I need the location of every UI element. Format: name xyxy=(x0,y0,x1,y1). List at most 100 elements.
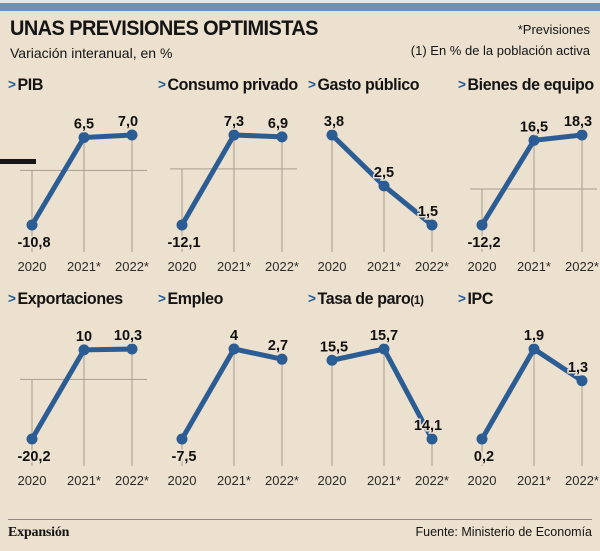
data-point xyxy=(176,433,188,445)
data-point xyxy=(126,129,138,141)
year-label: 2022* xyxy=(415,259,449,274)
year-label: 2020 xyxy=(168,259,197,274)
value-label: -20,2 xyxy=(17,449,50,465)
chart-title-text: Tasa de paro xyxy=(317,290,411,308)
data-point xyxy=(426,219,438,231)
chart-canvas: -7,5 4 2,7 2020 2021* 2022* xyxy=(158,311,300,498)
data-point xyxy=(78,344,90,356)
data-point xyxy=(378,180,390,192)
chart-empleo: > Empleo -7,5 4 2,7 2020 2021* 2022* xyxy=(150,288,300,502)
page-top-edge xyxy=(0,0,600,3)
line-chart-svg: -12,1 7,3 6,9 2020 2021* 2022* xyxy=(166,113,299,275)
data-point xyxy=(528,134,540,146)
value-label: 0,2 xyxy=(474,449,494,465)
page-title: UNAS PREVISIONES OPTIMISTAS xyxy=(10,17,319,40)
source-credit: Fuente: Ministerio de Economía xyxy=(415,525,592,539)
year-label: 2020 xyxy=(468,259,497,274)
value-label: 10,3 xyxy=(114,328,142,344)
data-point xyxy=(576,129,588,141)
bullet-arrow-icon: > xyxy=(308,76,316,92)
year-label: 2021* xyxy=(517,259,551,274)
data-point xyxy=(228,129,240,141)
line-chart-svg: -7,5 4 2,7 2020 2021* 2022* xyxy=(168,327,299,489)
year-label: 2022* xyxy=(115,473,149,488)
chart-canvas: -10,8 6,5 7,0 2020 2021* 2022* xyxy=(8,97,150,284)
chart-title: > Tasa de paro(1) xyxy=(308,290,446,309)
chart-title-suffix: (1) xyxy=(410,293,424,307)
chart-title: > Empleo xyxy=(158,290,296,309)
value-label: -10,8 xyxy=(17,235,50,251)
year-label: 2022* xyxy=(565,473,599,488)
value-label: 16,5 xyxy=(520,119,548,135)
chart-title: > Consumo privado xyxy=(158,76,298,95)
year-label: 2022* xyxy=(415,473,449,488)
chart-gasto-publico: > Gasto público 3,8 2,5 1,5 2020 2021* 2022* xyxy=(300,74,450,288)
chart-canvas: -20,2 10 10,3 2020 2021* 2022* xyxy=(8,311,150,498)
top-accent-bar xyxy=(0,3,600,11)
data-point xyxy=(326,354,338,366)
chart-title: > Gasto público xyxy=(308,76,446,95)
year-label: 2020 xyxy=(318,259,347,274)
year-label: 2021* xyxy=(67,473,101,488)
year-label: 2020 xyxy=(168,473,197,488)
data-point xyxy=(26,219,38,231)
chart-title-text: Empleo xyxy=(167,290,223,308)
data-point xyxy=(26,433,38,445)
chart-title: > IPC xyxy=(458,290,596,309)
bullet-arrow-icon: > xyxy=(8,290,16,306)
chart-consumo-privado: > Consumo privado -12,1 7,3 6,9 2020 2021* 202… xyxy=(150,74,300,288)
data-point xyxy=(78,132,90,144)
data-point xyxy=(176,219,188,231)
bullet-arrow-icon: > xyxy=(158,290,166,306)
chart-canvas: 15,5 15,7 14,1 2020 2021* 2022* xyxy=(308,311,450,498)
chart-canvas: 0,2 1,9 1,3 2020 2021* 2022* xyxy=(458,311,600,498)
value-label: 14,1 xyxy=(414,418,442,434)
charts-grid: > PIB -10,8 6,5 7,0 2020 2021* 2022* > Consumo … xyxy=(0,74,600,502)
year-label: 2021* xyxy=(217,259,251,274)
value-label: 15,7 xyxy=(370,328,398,344)
data-point xyxy=(276,353,288,365)
year-label: 2021* xyxy=(367,259,401,274)
line-chart-svg: -12,2 16,5 18,3 2020 2021* 2022* xyxy=(466,113,599,275)
line-chart-svg: 0,2 1,9 1,3 2020 2021* 2022* xyxy=(468,327,599,489)
line-chart-svg: 15,5 15,7 14,1 2020 2021* 2022* xyxy=(318,327,449,489)
publication-logo: Expansión xyxy=(8,525,70,540)
chart-bienes-de-equipo: > Bienes de equipo -12,2 16,5 18,3 2020 2021*… xyxy=(450,74,600,288)
year-label: 2020 xyxy=(18,473,47,488)
value-label: 6,5 xyxy=(74,117,94,133)
line-chart-svg: -20,2 10 10,3 2020 2021* 2022* xyxy=(16,327,149,489)
chart-title: > PIB xyxy=(8,76,146,95)
value-label: -12,1 xyxy=(167,235,200,251)
data-point xyxy=(126,343,138,355)
year-label: 2021* xyxy=(367,473,401,488)
value-label: 10 xyxy=(76,329,92,345)
year-label: 2021* xyxy=(67,259,101,274)
chart-pib: > PIB -10,8 6,5 7,0 2020 2021* 2022* xyxy=(0,74,150,288)
header: UNAS PREVISIONES OPTIMISTAS Variación in… xyxy=(0,11,600,61)
year-label: 2022* xyxy=(265,473,299,488)
data-point xyxy=(528,343,540,355)
value-label: 1,9 xyxy=(524,328,544,344)
year-label: 2021* xyxy=(217,473,251,488)
trend-line xyxy=(479,132,585,228)
print-rule-mark xyxy=(0,159,36,164)
value-label: 7,3 xyxy=(224,114,244,130)
chart-exportaciones: > Exportaciones -20,2 10 10,3 2020 2021* 2022* xyxy=(0,288,150,502)
value-label: 2,7 xyxy=(268,338,288,354)
line-chart-svg: -10,8 6,5 7,0 2020 2021* 2022* xyxy=(16,113,149,275)
value-label: 6,9 xyxy=(268,116,288,132)
value-label: 15,5 xyxy=(320,339,348,355)
chart-title-text: PIB xyxy=(17,76,44,94)
bullet-arrow-icon: > xyxy=(8,76,16,92)
chart-canvas: -12,2 16,5 18,3 2020 2021* 2022* xyxy=(458,97,600,284)
chart-title-text: Consumo privado xyxy=(167,76,298,94)
footnote-previsiones: *Previsiones xyxy=(517,22,590,37)
footnotes: *Previsiones (1) En % de la población ac… xyxy=(411,19,590,61)
value-label: 1,3 xyxy=(568,360,588,376)
bullet-arrow-icon: > xyxy=(458,290,466,306)
chart-canvas: 3,8 2,5 1,5 2020 2021* 2022* xyxy=(308,97,450,284)
trend-line xyxy=(29,346,135,442)
chart-title-text: Bienes de equipo xyxy=(467,76,594,94)
chart-title-text: Exportaciones xyxy=(17,290,123,308)
value-label: -7,5 xyxy=(172,449,197,465)
